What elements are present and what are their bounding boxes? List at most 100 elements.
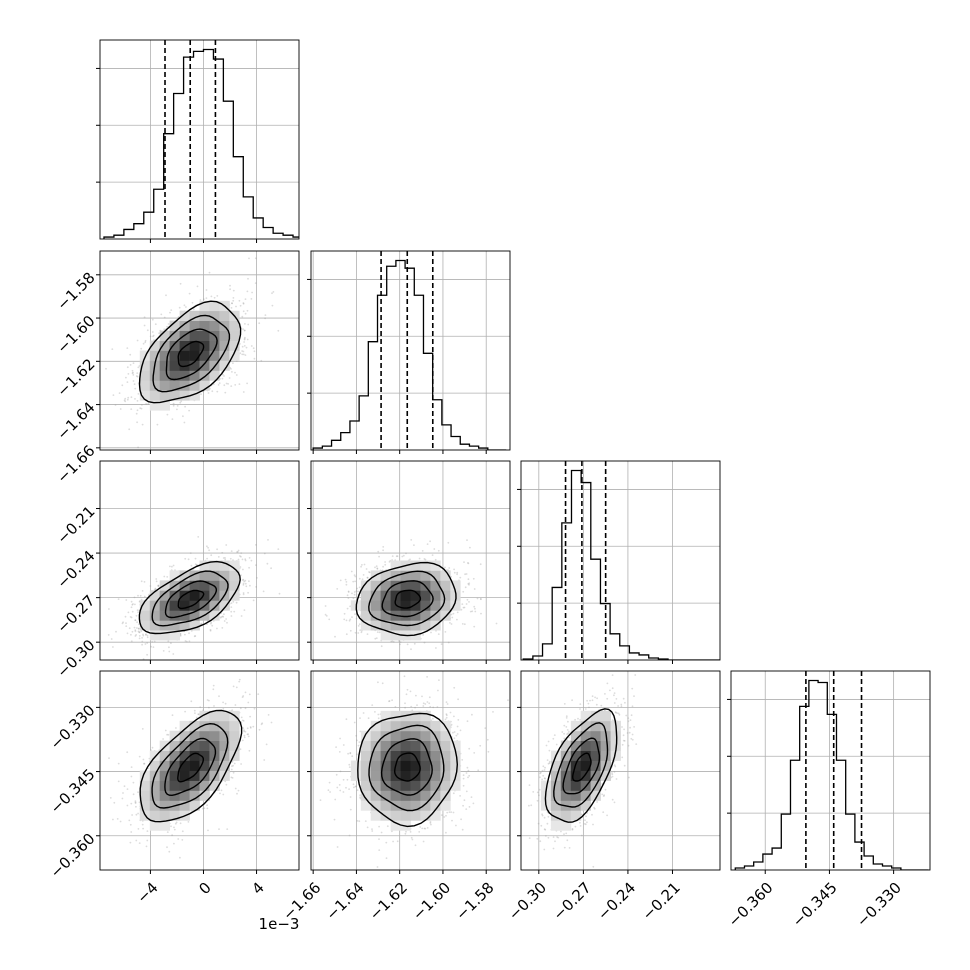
scatter-point	[137, 627, 140, 630]
scatter-point	[130, 640, 133, 643]
density-cell	[410, 600, 421, 611]
scatter-point	[131, 610, 134, 613]
scatter-point	[172, 404, 175, 407]
density-cell	[159, 370, 170, 381]
scatter-point	[200, 393, 202, 396]
scatter-point	[213, 296, 216, 299]
scatter-point	[164, 729, 167, 732]
scatter-point	[418, 557, 421, 560]
scatter-point	[143, 762, 145, 765]
scatter-point	[218, 382, 221, 384]
scatter-point	[343, 612, 346, 615]
density-cell	[380, 600, 391, 611]
scatter-point	[248, 257, 250, 260]
scatter-point	[336, 588, 339, 590]
scatter-point	[423, 641, 426, 644]
scatter-point	[132, 793, 135, 796]
histogram-step-line	[522, 469, 720, 660]
scatter-point	[456, 618, 458, 621]
scatter-point	[468, 583, 470, 586]
scatter-point	[479, 598, 482, 600]
scatter-point	[242, 391, 245, 393]
scatter-point	[250, 298, 253, 300]
scatter-point	[324, 613, 327, 616]
scatter-point	[136, 421, 139, 424]
scatter-point	[136, 409, 139, 412]
scatter-point	[138, 635, 141, 637]
scatter-point	[132, 380, 135, 382]
scatter-point	[453, 568, 455, 571]
scatter-point	[136, 372, 139, 374]
scatter-point	[453, 571, 456, 574]
density-cell	[149, 630, 161, 641]
density-cell	[139, 380, 151, 391]
scatter-point	[130, 600, 133, 603]
density-cell	[360, 610, 372, 621]
scatter-point	[359, 629, 362, 631]
density-cell	[219, 600, 230, 611]
density-cell	[229, 330, 240, 341]
scatter-point	[152, 334, 155, 337]
scatter-point	[134, 619, 137, 622]
scatter-point	[184, 710, 187, 713]
contour-line	[138, 560, 241, 635]
density-cell	[149, 390, 161, 401]
scatter-point	[246, 382, 249, 385]
density-cell	[420, 590, 431, 601]
scatter-point	[212, 684, 215, 687]
density-cell	[430, 580, 441, 591]
scatter-point	[163, 316, 166, 319]
scatter-point	[176, 405, 179, 407]
scatter-point	[236, 551, 238, 553]
scatter-point	[141, 637, 144, 639]
density-content	[108, 678, 273, 859]
scatter-point	[247, 277, 249, 280]
scatter-point	[154, 588, 157, 591]
scatter-point	[232, 289, 235, 292]
scatter-point	[247, 735, 250, 738]
scatter-point	[139, 407, 142, 409]
scatter-point	[129, 364, 132, 366]
scatter-point	[212, 383, 215, 386]
panel-frame	[310, 250, 511, 451]
scatter-point	[232, 299, 235, 302]
scatter-point	[126, 347, 129, 349]
density-cell	[169, 610, 180, 621]
density-cell	[209, 350, 220, 361]
scatter-point	[125, 376, 127, 379]
scatter-point	[167, 323, 170, 325]
density-panel-2-1	[307, 460, 511, 664]
density-cell	[199, 380, 210, 391]
scatter-point	[136, 375, 139, 378]
scatter-point	[242, 593, 245, 596]
density-cell	[229, 340, 240, 351]
density-cell	[189, 600, 200, 611]
density-cell	[199, 300, 210, 312]
scatter-point	[224, 558, 227, 561]
scatter-point	[146, 329, 149, 332]
scatter-point	[229, 557, 232, 560]
density-panel-1-0	[96, 250, 300, 454]
scatter-point	[141, 404, 143, 406]
scatter-point	[151, 318, 154, 321]
density-cell	[209, 560, 220, 571]
scatter-point	[112, 818, 114, 821]
scatter-point	[207, 392, 210, 394]
scatter-point	[142, 827, 145, 830]
scatter-point	[392, 641, 395, 643]
scatter-point	[190, 564, 193, 567]
density-cell	[189, 310, 200, 321]
scatter-point	[127, 373, 130, 375]
scatter-point	[212, 688, 215, 691]
scatter-point	[132, 603, 134, 605]
scatter-point	[176, 408, 178, 411]
scatter-point	[406, 643, 409, 646]
scatter-point	[216, 390, 219, 393]
scatter-point	[114, 404, 117, 406]
density-cell	[169, 360, 180, 371]
scatter-point	[377, 550, 380, 553]
scatter-point	[456, 571, 459, 574]
density-cells	[139, 560, 240, 641]
histogram-step-line	[312, 259, 507, 450]
scatter-point	[137, 828, 140, 830]
